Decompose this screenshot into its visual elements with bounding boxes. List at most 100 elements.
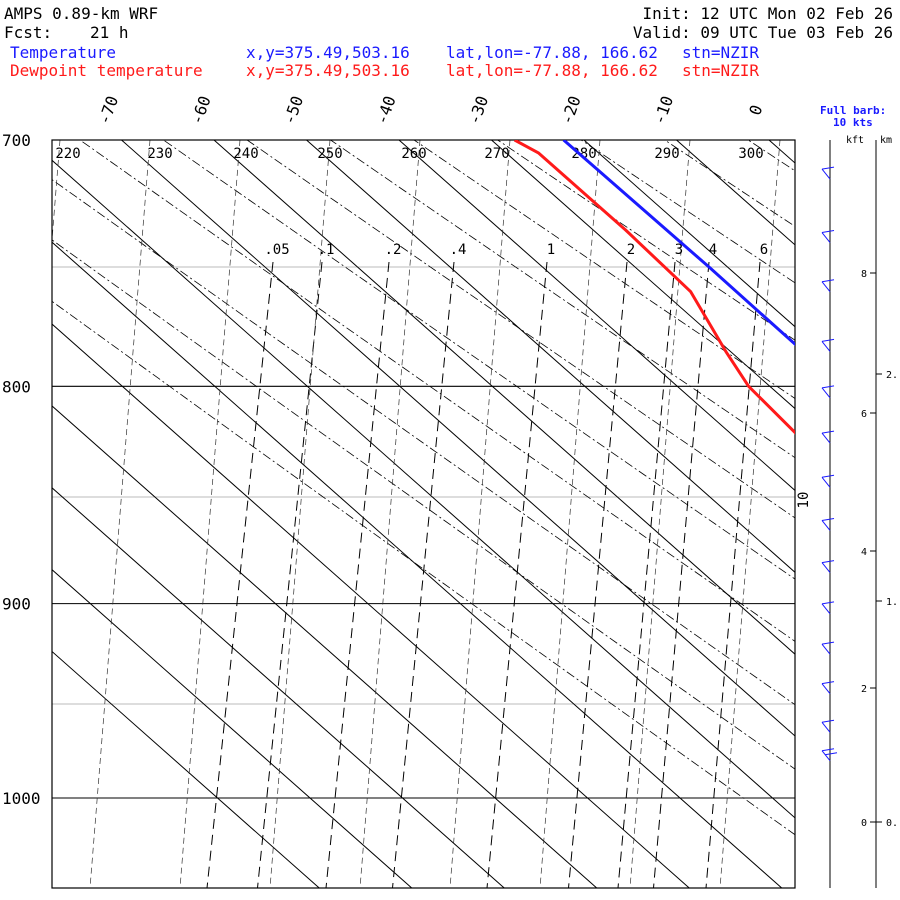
- theta-label: 260: [401, 146, 426, 162]
- wind-barb-flag: [821, 601, 835, 605]
- mixing-ratio-line: [653, 261, 710, 888]
- kft-tick-label: 8: [861, 269, 867, 280]
- legend-dewpoint-latlon: lat,lon=-77.88, 166.62: [446, 61, 658, 80]
- kft-tick-label: 2: [861, 684, 867, 695]
- wind-barb-flag: [821, 385, 835, 389]
- legend-temperature-station: stn=NZIR: [682, 43, 760, 62]
- theta-label: 230: [147, 146, 172, 162]
- isotherm-tick-label: -40: [372, 93, 400, 127]
- mixing-ratio-label: 3: [675, 242, 683, 258]
- dry-adiabat-line: [663, 140, 795, 227]
- sounding-series: [513, 140, 795, 435]
- km-label: km: [880, 135, 892, 146]
- mixing-ratio-label: 4: [709, 242, 717, 258]
- dewpoint-profile: [513, 140, 795, 435]
- wind-barb-flag: [821, 230, 835, 234]
- isotherm-tick-label: -20: [557, 93, 585, 127]
- theta-label: 290: [654, 146, 679, 162]
- theta-label: 220: [55, 146, 80, 162]
- mixing-ratio-line: [486, 261, 548, 888]
- wind-barb: [821, 520, 831, 531]
- legend-temperature-name: Temperature: [10, 43, 116, 62]
- wind-barb: [821, 643, 831, 655]
- kft-tick-label: 4: [861, 547, 867, 558]
- mixing-ratio-line: [392, 261, 455, 888]
- km-tick-label: 0.: [886, 818, 898, 829]
- wind-column: Full barb: 10 kts kft km 0 2 4 6 8 0. 1. 2.: [820, 104, 898, 888]
- isotherm-tick-label: -70: [94, 93, 122, 127]
- isotherm-line: [491, 140, 795, 410]
- moist-adiabat-line: [52, 140, 61, 245]
- wind-barb: [821, 387, 831, 399]
- wind-barb-flag: [821, 719, 835, 723]
- isotherm-line: [213, 140, 795, 655]
- isotherm-line: [52, 323, 690, 888]
- dry-adiabat-line: [747, 140, 795, 172]
- km-tick-label: 2.: [886, 370, 898, 381]
- wind-barb: [821, 168, 831, 180]
- moist-adiabat-line: [629, 140, 691, 888]
- dry-adiabat-line: [329, 140, 795, 459]
- isotherm-line: [52, 568, 413, 888]
- wind-barb-flag: [821, 474, 835, 478]
- mixing-ratio-label: .05: [264, 242, 289, 258]
- wind-barb-flag: [821, 430, 835, 434]
- isotherm-line: [121, 140, 795, 737]
- theta-label: 300: [738, 146, 763, 162]
- mixing-ratio-line: [325, 261, 390, 888]
- legend-dewpoint-name: Dewpoint temperature: [10, 61, 203, 80]
- theta-label: 240: [233, 146, 258, 162]
- mixing-ratio-line: [206, 261, 274, 888]
- kft-label: kft: [846, 135, 864, 146]
- moist-adiabat-line: [449, 140, 511, 888]
- theta-label: 280: [571, 146, 596, 162]
- dry-adiabat-line: [246, 140, 795, 519]
- isotherm-line: [306, 140, 795, 573]
- mixing-ratio-label: 1: [547, 242, 555, 258]
- isotherm-line: [52, 405, 598, 888]
- isotherm-tick-label: -50: [279, 93, 307, 127]
- pressure-tick-label: 700: [2, 131, 31, 150]
- wind-barb: [821, 432, 831, 444]
- pressure-tick-label: 900: [2, 595, 31, 614]
- moist-adiabat-line: [269, 140, 331, 888]
- mixing-ratio-line: [257, 261, 323, 888]
- plot-frame: [51, 139, 796, 889]
- dry-adiabat-line: [496, 140, 795, 341]
- wind-barb: [821, 603, 831, 615]
- forecast-hour: 21 h: [90, 23, 129, 42]
- wind-barb-flag: [821, 517, 835, 521]
- moist-adiabat-line: [539, 140, 601, 888]
- mixing-ratio-label: 2: [627, 242, 635, 258]
- wind-barb: [821, 750, 831, 762]
- moist-adiabat-line: [179, 140, 241, 888]
- legend-temperature-latlon: lat,lon=-77.88, 166.62: [446, 43, 658, 62]
- wind-barb: [821, 721, 831, 733]
- isotherm-tick-label-edge: 10: [796, 492, 812, 509]
- pressure-tick-label: 800: [2, 377, 31, 396]
- model-title: AMPS 0.89-km WRF: [4, 4, 159, 23]
- wind-barb-flag: [821, 748, 835, 752]
- isotherm-tick-label: -30: [464, 93, 492, 127]
- barb-key-line2: 10 kts: [833, 116, 873, 129]
- legend-dewpoint-xy: x,y=375.49,503.16: [246, 61, 410, 80]
- theta-label: 270: [484, 146, 509, 162]
- wind-barb: [821, 683, 831, 694]
- isotherm-line: [52, 487, 505, 888]
- wind-barb: [821, 476, 831, 488]
- legend-dewpoint-station: stn=NZIR: [682, 61, 760, 80]
- isotherm-line: [583, 140, 795, 328]
- valid-time: Valid: 09 UTC Tue 03 Feb 26: [632, 23, 893, 42]
- isotherm-line: [862, 140, 900, 888]
- pressure-tick-label: 1000: [2, 789, 41, 808]
- mixing-ratio-label: .1: [318, 242, 335, 258]
- init-time: Init: 12 UTC Mon 02 Feb 26: [642, 4, 893, 23]
- kft-tick-label: 6: [861, 409, 867, 420]
- isotherm-line: [52, 241, 783, 888]
